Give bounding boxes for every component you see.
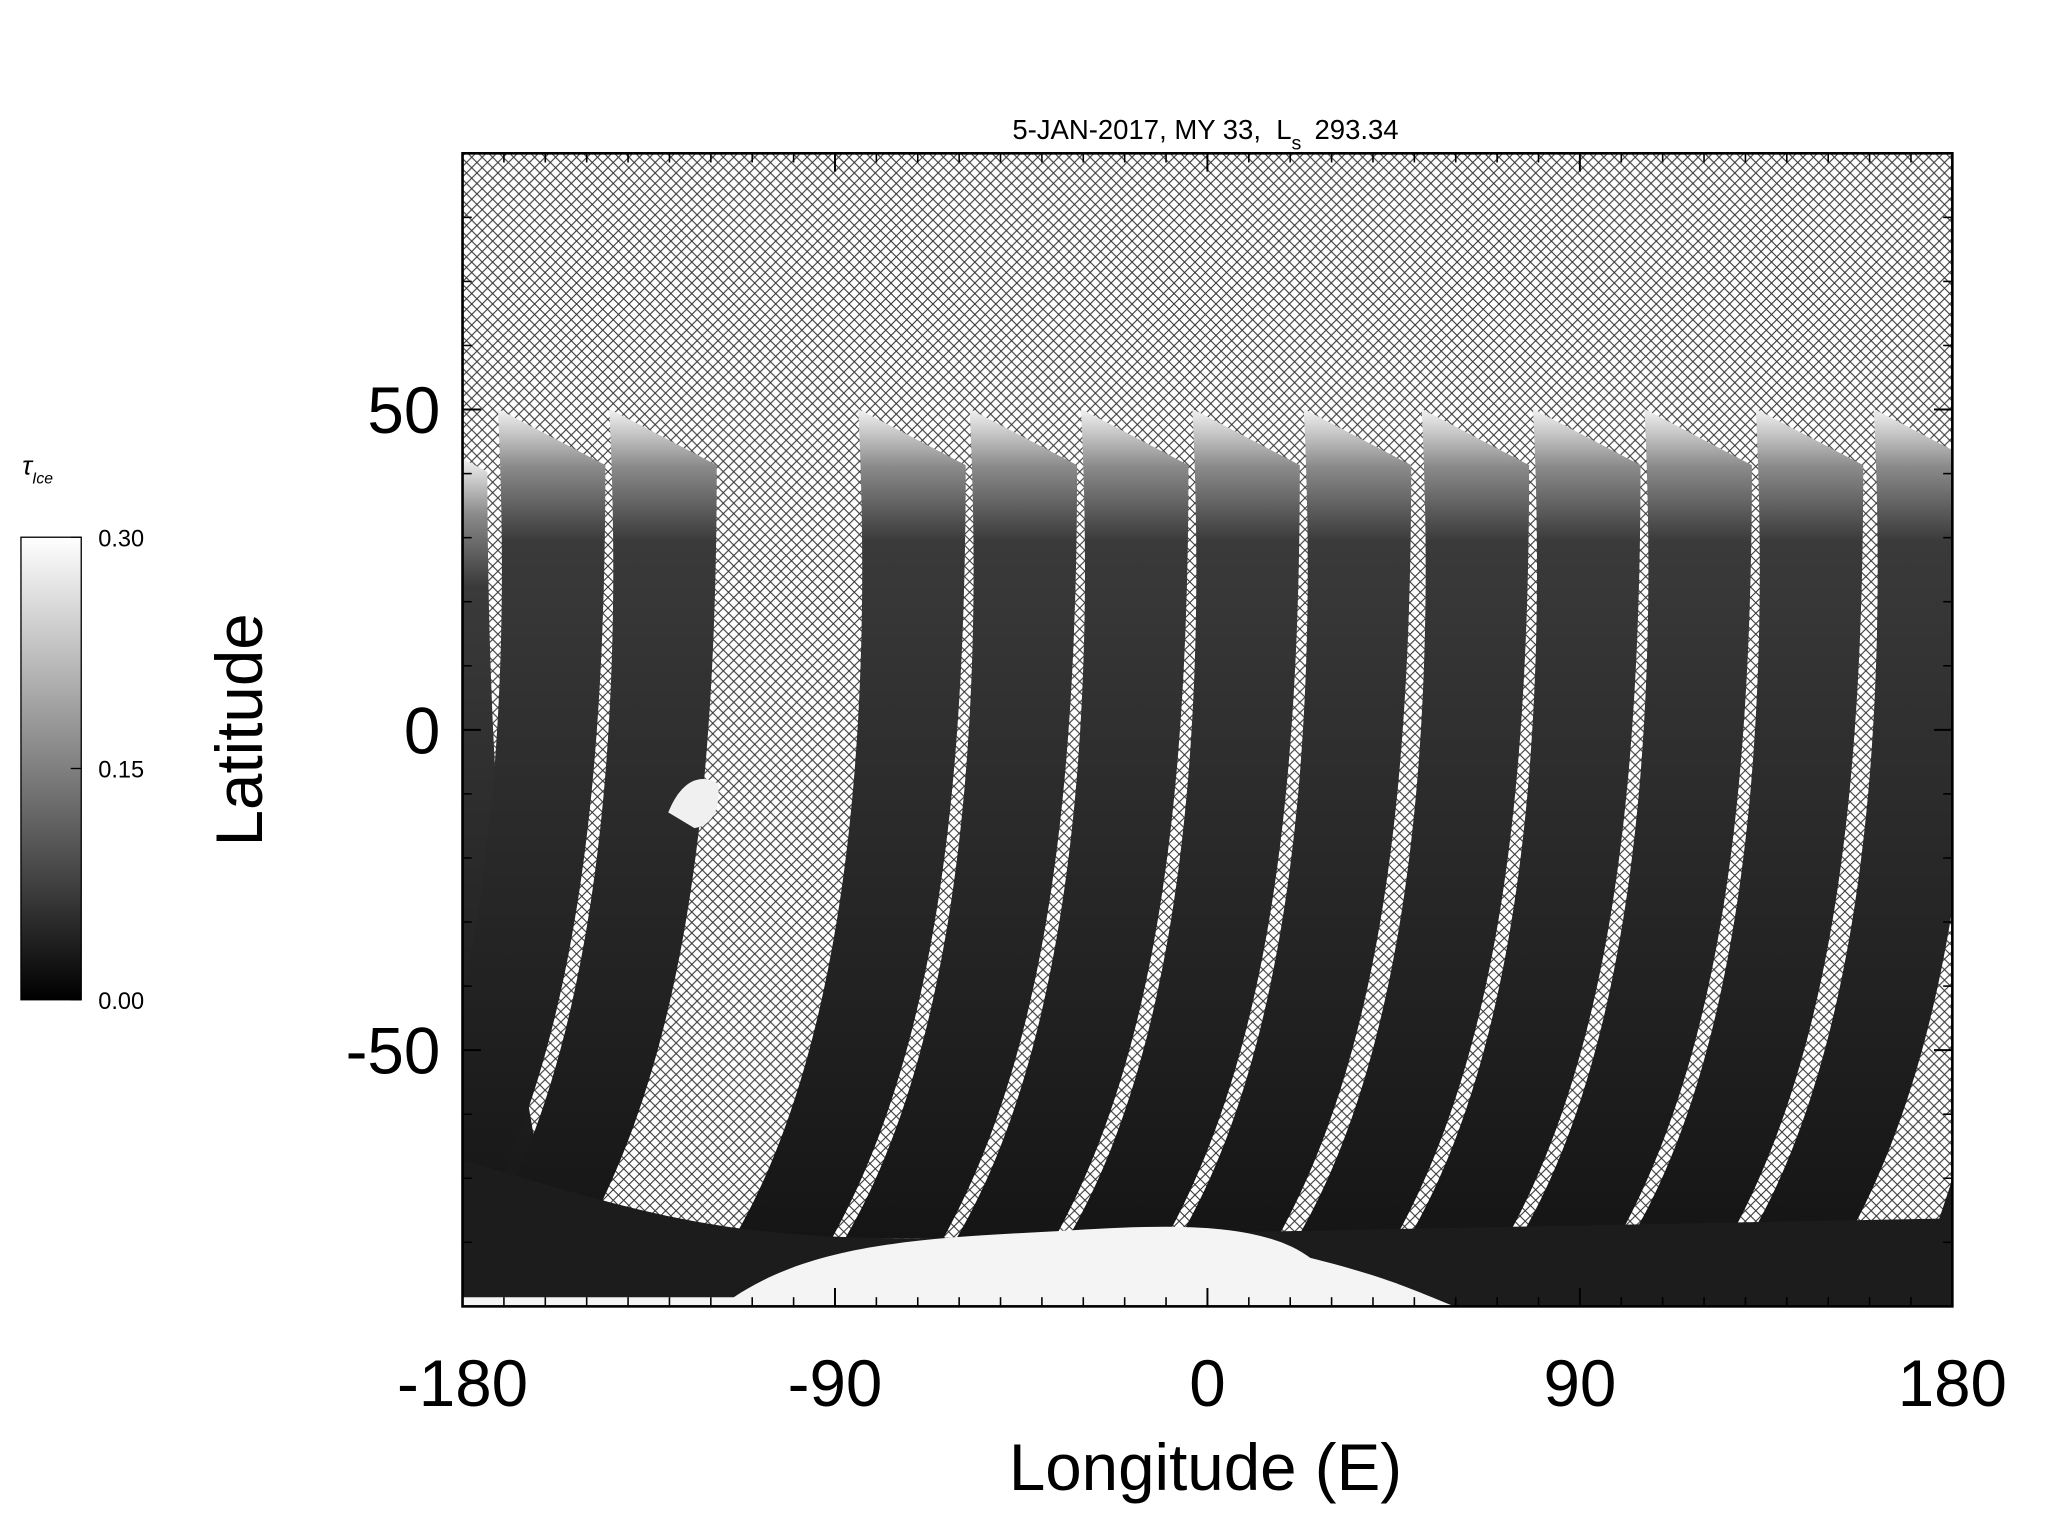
colorbar-subscript: Ice — [32, 471, 53, 488]
swath — [1297, 408, 1530, 1239]
bright-cloud — [668, 778, 719, 829]
y-tick-label: 50 — [367, 374, 440, 447]
swath — [1179, 408, 1412, 1239]
colorbar-tick-label: 0.00 — [98, 988, 144, 1014]
title-value: 293.34 — [1314, 114, 1398, 145]
swath — [1067, 408, 1300, 1239]
x-tick-label: 180 — [1898, 1347, 2007, 1420]
title-text: 5-JAN-2017, MY 33, L — [1012, 114, 1291, 145]
x-axis-title: Longitude (E) — [1009, 1431, 1402, 1504]
colorbar-title: τIce — [22, 450, 53, 487]
colorbar-symbol: τ — [22, 450, 34, 480]
swath — [1408, 408, 1641, 1239]
swath — [462, 408, 606, 1239]
x-tick-label: 0 — [1189, 1347, 1225, 1420]
x-tick-label: -90 — [788, 1347, 883, 1420]
swath — [1631, 408, 1864, 1239]
chart-title: 5-JAN-2017, MY 33, Ls 293.34 — [1012, 114, 1398, 154]
swath — [1749, 408, 1953, 1239]
map-image — [462, 153, 1953, 1307]
x-tick-label: 90 — [1543, 1347, 1616, 1420]
polar-cap — [462, 1226, 1455, 1307]
title-subscript: s — [1292, 132, 1302, 154]
y-axis-title: Latitude — [203, 613, 276, 846]
colorbar-tick-label: 0.30 — [98, 525, 144, 551]
swath — [733, 408, 966, 1239]
swath — [956, 408, 1189, 1239]
colorbar-tick-label: 0.15 — [98, 757, 144, 783]
y-tick-label: 0 — [404, 694, 440, 767]
swath — [484, 408, 717, 1239]
figure: 5-JAN-2017, MY 33, Ls 293.34 Longitude (E… — [20, 114, 2007, 1504]
swath — [1519, 408, 1752, 1239]
x-tick-label: -180 — [397, 1347, 528, 1420]
swath — [845, 408, 1078, 1239]
y-tick-label: -50 — [346, 1015, 441, 1088]
